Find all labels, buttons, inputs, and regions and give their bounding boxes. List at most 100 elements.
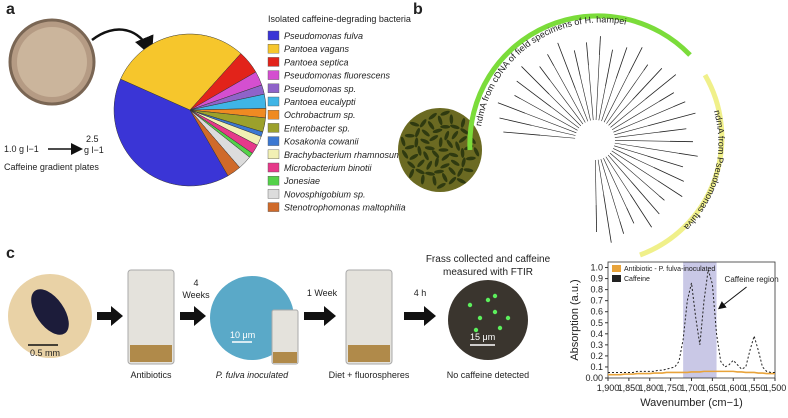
branch: [673, 102, 685, 107]
petri-agar: [17, 27, 87, 97]
arrow-label: 4: [193, 278, 198, 288]
branch: [604, 194, 612, 242]
legend-label: Pantoea septica: [284, 57, 349, 67]
y-axis-label: Absorption (a.u.): [569, 279, 581, 360]
step-label: P. fulva inoculated: [216, 370, 289, 380]
legend-label: Brachybacterium rhamnosum: [284, 150, 402, 160]
fluorosphere: [468, 303, 472, 307]
branch: [646, 75, 676, 100]
clade-arc: [470, 16, 690, 150]
branch: [500, 118, 532, 125]
branch: [659, 93, 674, 102]
frass-image: [448, 280, 528, 360]
y-tick-label: 0.5: [590, 318, 603, 328]
step-label: Antibiotics: [130, 370, 172, 380]
legend-label: Kosakonia cowanii: [284, 137, 360, 147]
legend-label: Pseudomonas sp.: [284, 84, 356, 94]
branch: [616, 47, 627, 78]
caption: Caffeine gradient plates: [4, 162, 99, 172]
x-tick-label: 1,800: [638, 383, 661, 393]
legend-label: Pantoea eucalypti: [284, 97, 357, 107]
branch: [602, 79, 617, 122]
fluorosphere: [506, 316, 510, 320]
legend-swatch: [268, 110, 279, 119]
y-tick-label: 0.2: [590, 351, 603, 361]
branch: [644, 65, 648, 71]
panel-letter: c: [6, 245, 15, 262]
annotation: Caffeine region: [725, 275, 779, 284]
branch: [547, 54, 553, 65]
branch: [627, 208, 634, 223]
concentration-label: g l−1: [84, 145, 104, 155]
legend-label: Ochrobactrum sp.: [284, 110, 356, 120]
x-tick-label: 1,500: [764, 383, 787, 393]
legend-title: Isolated caffeine-degrading bacteria: [268, 14, 411, 24]
legend-label: Enterobacter sp.: [284, 123, 350, 133]
branch: [658, 181, 682, 197]
y-tick-label: 0.9: [590, 274, 603, 284]
highlight-region: [683, 262, 716, 378]
branch: [599, 86, 606, 120]
clade-label: ndmA from Pseudomonas fulva: [682, 109, 726, 232]
branch: [660, 129, 687, 132]
legend-swatch: [268, 176, 279, 185]
panel-letter: b: [413, 1, 423, 18]
legend-label: Pseudomonas fluorescens: [284, 71, 391, 81]
fluorosphere: [493, 294, 497, 298]
y-tick-label: 0.7: [590, 296, 603, 306]
branch: [605, 50, 612, 86]
arrow-label: 1 Week: [307, 288, 338, 298]
legend-label: Jonesiae: [283, 176, 320, 186]
legend-swatch: [268, 97, 279, 106]
step-label: No caffeine detected: [447, 370, 529, 380]
concentration-label: 1.0 g l−1: [4, 144, 39, 154]
legend-swatch: [612, 275, 621, 282]
y-tick-label: 0.1: [590, 362, 603, 372]
vial-diet: [273, 352, 297, 363]
x-tick-label: 1,650: [701, 383, 724, 393]
branch: [648, 156, 683, 167]
step-label: Frass collected and caffeine: [426, 254, 551, 265]
branch: [620, 221, 624, 233]
branch: [611, 99, 646, 127]
y-tick-label: 0.00: [585, 373, 603, 383]
branch: [648, 113, 695, 126]
branch: [580, 77, 590, 121]
fluorosphere: [486, 298, 490, 302]
branch: [633, 68, 662, 99]
branch: [549, 94, 581, 126]
arrow: [92, 30, 150, 52]
arrow-label: Weeks: [182, 290, 210, 300]
branch: [532, 125, 576, 135]
branch: [574, 50, 580, 76]
branch: [521, 66, 549, 94]
legend-label: Microbacterium binotii: [284, 163, 373, 173]
branch: [558, 43, 576, 89]
legend-swatch: [268, 203, 279, 212]
x-tick-label: 1,700: [680, 383, 703, 393]
arrow: [404, 306, 436, 326]
bacterium: [438, 148, 448, 152]
branch: [659, 196, 664, 201]
x-axis-label: Wavenumber (cm−1): [640, 397, 743, 409]
branch: [615, 143, 679, 153]
x-tick-label: 1,600: [722, 383, 745, 393]
y-tick-label: 0.3: [590, 340, 603, 350]
branch: [629, 47, 642, 73]
branch: [614, 126, 648, 135]
y-tick-label: 0.6: [590, 307, 603, 317]
legend-swatch: [268, 123, 279, 132]
legend-label: Caffeine: [624, 276, 650, 283]
legend-swatch: [268, 71, 279, 80]
branch: [596, 55, 599, 120]
branch: [679, 153, 698, 156]
legend-label: Novosphigobium sp.: [284, 189, 366, 199]
vial-diet: [130, 345, 172, 362]
pie-chart: [114, 34, 266, 186]
x-tick-label: 1,750: [659, 383, 682, 393]
branch: [601, 159, 620, 221]
y-tick-label: 0.4: [590, 329, 603, 339]
legend-label: Stenotrophomonas maltophilia: [284, 203, 406, 213]
branch: [540, 67, 550, 81]
